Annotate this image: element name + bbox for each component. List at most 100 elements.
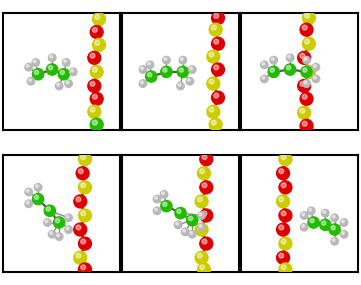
Circle shape [200, 181, 213, 194]
Circle shape [46, 207, 50, 211]
Circle shape [153, 195, 161, 203]
Circle shape [26, 201, 29, 204]
Circle shape [342, 220, 344, 223]
Circle shape [190, 67, 193, 70]
Circle shape [92, 27, 97, 32]
Circle shape [177, 82, 184, 90]
Circle shape [48, 54, 56, 62]
Circle shape [78, 169, 83, 174]
Circle shape [303, 80, 310, 87]
Circle shape [58, 69, 69, 80]
Circle shape [69, 68, 77, 76]
Circle shape [202, 239, 207, 244]
Circle shape [308, 217, 319, 228]
Circle shape [300, 108, 305, 113]
Circle shape [300, 223, 308, 231]
Circle shape [303, 37, 315, 50]
Circle shape [163, 202, 167, 206]
Circle shape [309, 208, 312, 211]
Circle shape [179, 56, 187, 64]
Circle shape [279, 225, 284, 230]
Circle shape [195, 223, 208, 236]
Circle shape [55, 82, 63, 90]
Circle shape [214, 39, 219, 44]
Circle shape [209, 52, 214, 57]
Circle shape [300, 92, 313, 105]
Circle shape [332, 239, 335, 241]
Circle shape [26, 190, 29, 192]
Circle shape [90, 26, 103, 38]
Circle shape [162, 192, 165, 195]
Circle shape [279, 253, 284, 258]
Circle shape [200, 209, 213, 222]
Circle shape [188, 216, 193, 221]
Circle shape [47, 64, 58, 75]
Circle shape [270, 56, 278, 64]
Circle shape [92, 38, 105, 51]
Circle shape [200, 265, 205, 270]
Circle shape [95, 15, 100, 19]
Circle shape [197, 197, 202, 202]
Circle shape [146, 61, 154, 69]
Circle shape [212, 63, 225, 76]
Circle shape [140, 81, 143, 84]
Circle shape [305, 67, 309, 72]
Circle shape [145, 71, 157, 82]
Circle shape [212, 120, 216, 125]
Circle shape [198, 223, 205, 231]
Circle shape [304, 81, 307, 84]
Circle shape [286, 54, 294, 62]
Circle shape [92, 94, 97, 99]
Circle shape [277, 223, 290, 236]
Circle shape [92, 120, 97, 125]
Circle shape [76, 167, 89, 180]
Circle shape [302, 121, 307, 126]
Circle shape [88, 80, 101, 92]
Circle shape [188, 66, 196, 73]
Circle shape [284, 64, 296, 75]
Circle shape [27, 78, 35, 85]
Circle shape [199, 225, 202, 227]
Circle shape [64, 60, 66, 63]
Circle shape [74, 195, 87, 208]
Circle shape [298, 80, 310, 92]
Circle shape [319, 219, 331, 231]
Circle shape [214, 65, 219, 70]
Circle shape [50, 232, 52, 235]
Circle shape [300, 119, 313, 132]
Circle shape [174, 221, 182, 229]
Circle shape [302, 25, 307, 30]
Circle shape [303, 68, 307, 72]
Circle shape [207, 105, 220, 118]
Circle shape [81, 183, 86, 188]
Circle shape [178, 83, 181, 86]
Circle shape [92, 67, 97, 72]
Circle shape [33, 60, 36, 63]
Circle shape [303, 11, 315, 25]
Circle shape [281, 239, 286, 244]
Circle shape [81, 239, 86, 244]
Circle shape [302, 94, 307, 99]
Circle shape [202, 211, 207, 216]
Circle shape [44, 219, 51, 226]
Circle shape [303, 56, 310, 64]
Circle shape [76, 225, 81, 230]
Circle shape [32, 194, 44, 205]
Circle shape [65, 80, 72, 87]
Circle shape [90, 53, 95, 58]
Circle shape [34, 195, 39, 200]
Circle shape [312, 75, 319, 83]
Circle shape [331, 226, 335, 230]
Circle shape [155, 208, 157, 211]
Circle shape [182, 228, 189, 236]
Circle shape [55, 233, 63, 240]
Circle shape [175, 207, 186, 219]
Circle shape [188, 231, 196, 238]
Circle shape [301, 66, 312, 78]
Circle shape [60, 70, 64, 75]
Circle shape [88, 51, 101, 64]
Circle shape [313, 76, 316, 79]
Circle shape [277, 195, 290, 208]
Circle shape [300, 82, 305, 86]
Circle shape [300, 23, 313, 36]
